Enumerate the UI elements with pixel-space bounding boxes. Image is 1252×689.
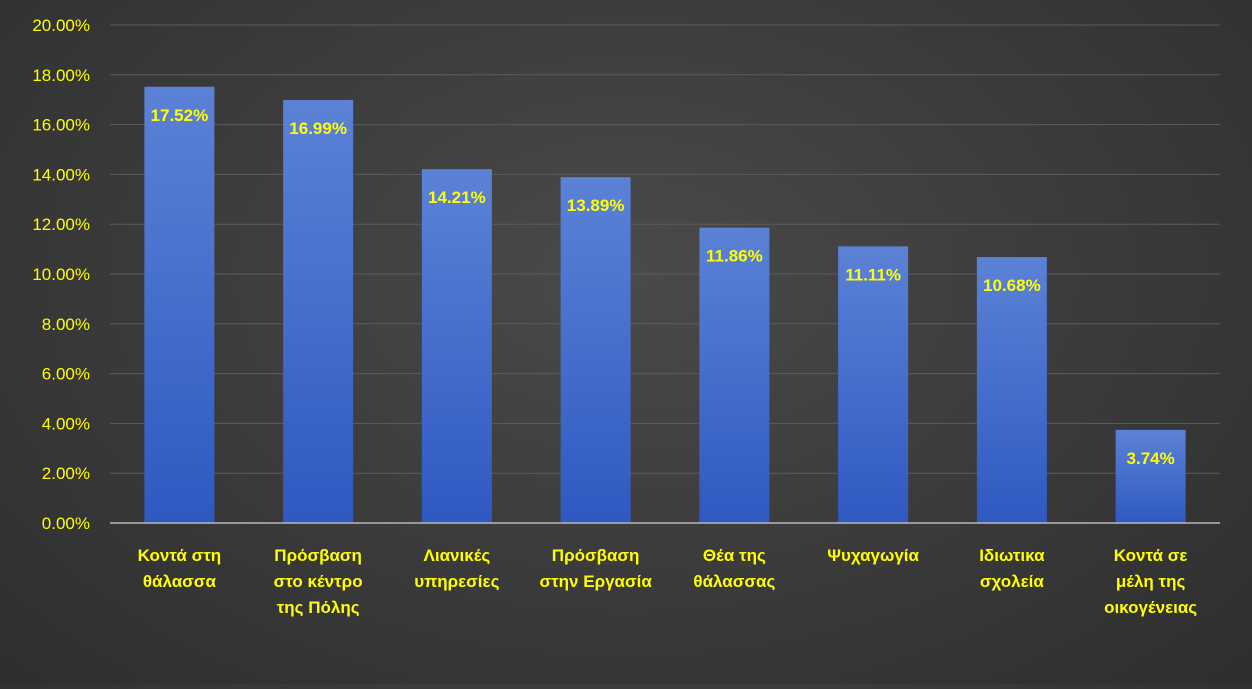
bar [283, 99, 354, 523]
bar [976, 257, 1047, 523]
y-tick-label: 14.00% [32, 165, 90, 184]
bar [699, 227, 770, 523]
bar [560, 177, 631, 523]
y-tick-label: 4.00% [42, 414, 90, 433]
data-label: 17.52% [151, 106, 209, 125]
y-tick-label: 12.00% [32, 215, 90, 234]
bar [144, 86, 215, 523]
x-tick-label: Πρόσβαση στην Εργασία [539, 546, 652, 591]
x-axis-ticks: Κοντά στη θάλασσα Πρόσβαση στο κέντρο της Πό… [138, 546, 1198, 617]
y-axis-ticks: 0.00% 2.00% 4.00% 6.00% 8.00% 10.00% 12.00% 14.… [32, 16, 90, 533]
x-tick-label-line: υπηρεσίες [414, 572, 499, 591]
y-tick-label: 18.00% [32, 66, 90, 85]
x-tick-label-line: της Πόλης [277, 598, 360, 617]
x-tick-label: Κοντά σε μέλη της οικογένειας [1104, 546, 1197, 617]
bar [421, 169, 492, 523]
bar [838, 246, 909, 523]
x-tick-label: Ψυχαγωγία [827, 546, 919, 565]
data-label: 3.74% [1127, 449, 1175, 468]
bar [1115, 429, 1186, 523]
y-tick-label: 6.00% [42, 365, 90, 384]
x-tick-label-line: Πρόσβαση [552, 546, 640, 565]
x-tick-label-line: οικογένειας [1104, 598, 1197, 617]
x-tick-label-line: Κοντά σε [1114, 546, 1188, 565]
x-tick-label-line: στο κέντρο [274, 572, 363, 591]
x-tick-label-line: Κοντά στη [138, 546, 222, 565]
data-label: 11.86% [706, 247, 763, 266]
x-tick-label-line: μέλη της [1116, 572, 1186, 591]
x-tick-label-line: σχολεία [980, 572, 1044, 591]
x-tick-label: Ιδιωτικα σχολεία [979, 546, 1045, 591]
data-labels: 17.52% 16.99% 14.21% 13.89% 11.86% 11.11% 10.6… [151, 106, 1175, 468]
y-tick-label: 20.00% [32, 16, 90, 35]
data-label: 11.11% [845, 265, 901, 284]
x-tick-label: Πρόσβαση στο κέντρο της Πόλης [274, 546, 363, 617]
x-tick-label-line: Ιδιωτικα [979, 546, 1045, 565]
gridlines [110, 24, 1220, 474]
y-tick-label: 8.00% [42, 315, 90, 334]
data-label: 10.68% [983, 276, 1041, 295]
data-label: 13.89% [567, 196, 625, 215]
y-tick-label: 0.00% [42, 514, 90, 533]
x-tick-label: Λιανικές υπηρεσίες [414, 546, 499, 591]
bars [144, 86, 1186, 523]
x-tick-label-line: στην Εργασία [539, 572, 652, 591]
x-tick-label-line: θάλασσας [693, 572, 775, 591]
x-tick-label-line: Πρόσβαση [274, 546, 362, 565]
x-tick-label: Κοντά στη θάλασσα [138, 546, 222, 591]
x-tick-label-line: Λιανικές [424, 546, 491, 565]
x-tick-label-line: Θέα της [703, 546, 766, 565]
y-tick-label: 10.00% [32, 265, 90, 284]
x-tick-label-line: θάλασσα [143, 572, 217, 591]
y-tick-label: 2.00% [42, 464, 90, 483]
y-tick-label: 16.00% [32, 116, 90, 135]
x-tick-label: Θέα της θάλασσας [693, 546, 775, 591]
data-label: 16.99% [289, 119, 347, 138]
data-label: 14.21% [428, 188, 486, 207]
x-tick-label-line: Ψυχαγωγία [827, 546, 919, 565]
